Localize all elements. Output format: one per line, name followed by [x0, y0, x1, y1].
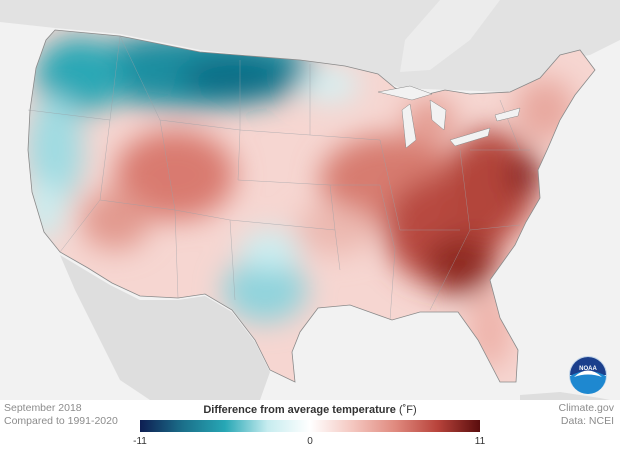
footer-left: September 2018 Compared to 1991-2020 — [4, 402, 118, 428]
great-lakes — [377, 85, 521, 149]
map-date: September 2018 — [4, 402, 82, 414]
temperature-anomaly-map — [0, 0, 620, 400]
surrounding-land — [0, 0, 620, 400]
state-borders — [27, 35, 530, 321]
noaa-logo: NOAA — [569, 356, 607, 394]
legend-color-bar — [140, 420, 480, 432]
source-credit: Climate.gov — [558, 402, 614, 414]
legend-max-label: 11 — [474, 436, 486, 447]
legend-unit: (˚F) — [398, 404, 417, 416]
data-credit: Data: NCEI — [560, 415, 614, 427]
comparison-period: Compared to 1991-2020 — [4, 415, 118, 427]
legend-mid-label: 0 — [307, 436, 313, 447]
legend-title: Difference from average temperature (˚F) — [140, 404, 480, 416]
map-svg — [0, 0, 620, 400]
noaa-logo-text: NOAA — [579, 366, 597, 372]
us-outline — [27, 29, 596, 383]
footer-right: Climate.gov Data: NCEI — [559, 402, 614, 428]
legend-min-label: -11 — [133, 436, 147, 447]
legend-title-text: Difference from average temperature — [203, 404, 396, 416]
